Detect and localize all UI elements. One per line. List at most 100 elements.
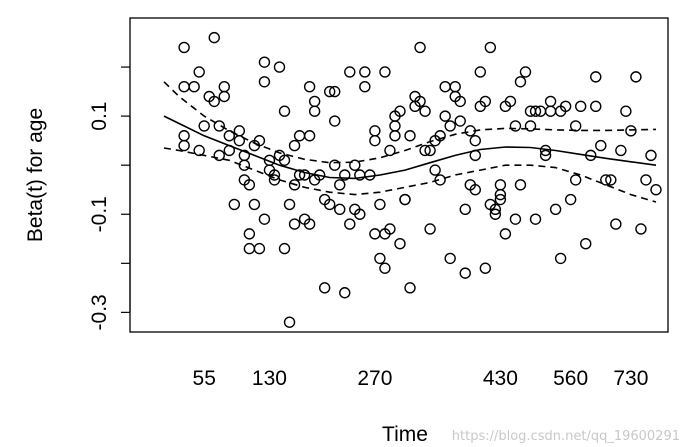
data-point: [369, 134, 381, 147]
x-tick-label: 55: [193, 367, 216, 390]
data-point: [223, 130, 236, 142]
data-point: [424, 144, 436, 157]
data-point: [369, 125, 381, 137]
data-point: [479, 262, 492, 274]
data-point: [193, 144, 205, 157]
estimate-line: [163, 115, 657, 180]
data-point: [620, 105, 632, 117]
data-point: [384, 144, 396, 157]
data-point: [178, 139, 190, 152]
data-point: [379, 262, 391, 274]
data-point: [394, 105, 406, 117]
data-point: [283, 316, 296, 328]
data-point: [389, 130, 401, 142]
data-point: [384, 223, 396, 235]
data-point: [650, 184, 662, 196]
y-axis: 0.1 -0.1 -0.3: [88, 66, 131, 330]
y-axis-title: Beta(t) for age: [24, 108, 47, 242]
data-point: [198, 120, 210, 132]
data-point: [178, 41, 190, 54]
data-point: [539, 149, 552, 162]
data-point: [354, 208, 366, 220]
data-point: [288, 139, 301, 152]
data-point: [399, 193, 411, 206]
data-point: [208, 95, 220, 108]
data-point: [595, 139, 607, 152]
data-point: [419, 144, 431, 157]
data-point: [414, 41, 426, 54]
data-point: [635, 223, 647, 235]
data-point: [494, 188, 507, 201]
data-point: [288, 179, 301, 191]
data-point: [344, 218, 356, 230]
data-point: [529, 105, 542, 117]
data-point: [213, 149, 225, 162]
data-point: [439, 110, 451, 122]
data-point: [278, 154, 291, 166]
data-point: [359, 66, 371, 78]
data-point: [494, 179, 507, 191]
data-point: [564, 193, 577, 206]
data-point: [329, 115, 341, 127]
data-point: [178, 80, 190, 93]
data-point: [308, 95, 321, 108]
data-point: [489, 203, 502, 216]
data-point: [258, 56, 271, 68]
data-point: [324, 85, 336, 98]
data-point: [288, 218, 301, 230]
data-point: [303, 130, 316, 142]
data-point: [444, 120, 456, 132]
data-point: [449, 80, 461, 93]
data-point: [374, 252, 386, 265]
data-point: [404, 130, 416, 142]
data-point: [459, 203, 471, 216]
x-tick-label: 130: [252, 367, 287, 390]
data-point: [479, 95, 492, 108]
data-point: [243, 228, 256, 240]
watermark-text: https://blog.csdn.net/qq_19600291: [452, 429, 680, 444]
data-point: [318, 282, 331, 294]
data-point: [414, 95, 426, 108]
data-point: [178, 130, 190, 142]
data-point: [394, 237, 406, 250]
data-point: [544, 105, 557, 117]
data-point: [218, 90, 230, 103]
data-point: [444, 252, 456, 265]
data-point: [273, 61, 286, 73]
data-point: [258, 213, 271, 225]
y-tick-label: -0.1: [88, 196, 111, 232]
data-point: [529, 213, 542, 225]
data-point: [580, 237, 592, 250]
data-point: [253, 242, 266, 255]
data-point: [499, 228, 512, 240]
data-point: [519, 66, 532, 78]
data-point: [469, 184, 481, 196]
data-point: [243, 179, 256, 191]
data-point: [524, 120, 537, 132]
data-point: [559, 100, 572, 113]
data-point: [549, 203, 562, 216]
x-tick-label: 730: [613, 367, 648, 390]
data-point: [268, 169, 281, 181]
data-point: [293, 130, 306, 142]
data-point: [303, 218, 316, 230]
data-point: [253, 134, 266, 147]
data-point: [459, 267, 471, 279]
data-point: [359, 80, 371, 93]
data-point: [389, 120, 401, 132]
x-axis: 55 130 270 430 560 730: [193, 367, 649, 390]
data-point: [379, 66, 391, 78]
data-point: [258, 76, 271, 88]
data-point: [228, 198, 241, 211]
data-point: [364, 169, 376, 181]
plot-box: [129, 17, 669, 333]
data-point: [615, 144, 627, 157]
data-point: [434, 130, 446, 142]
data-point: [324, 198, 336, 211]
data-point: [329, 85, 341, 98]
x-tick-label: 270: [357, 367, 392, 390]
data-point: [334, 179, 346, 191]
data-point: [329, 159, 341, 171]
data-point: [188, 80, 200, 93]
data-point: [610, 218, 622, 230]
